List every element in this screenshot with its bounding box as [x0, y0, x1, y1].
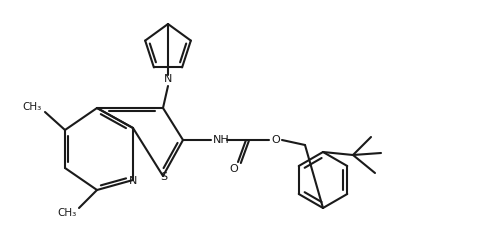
Text: O: O: [272, 135, 280, 145]
Text: N: N: [129, 176, 137, 186]
Text: NH: NH: [213, 135, 229, 145]
Text: S: S: [160, 172, 168, 182]
Text: N: N: [164, 74, 172, 84]
Text: CH₃: CH₃: [58, 208, 77, 218]
Text: CH₃: CH₃: [22, 102, 42, 112]
Text: O: O: [230, 164, 239, 174]
